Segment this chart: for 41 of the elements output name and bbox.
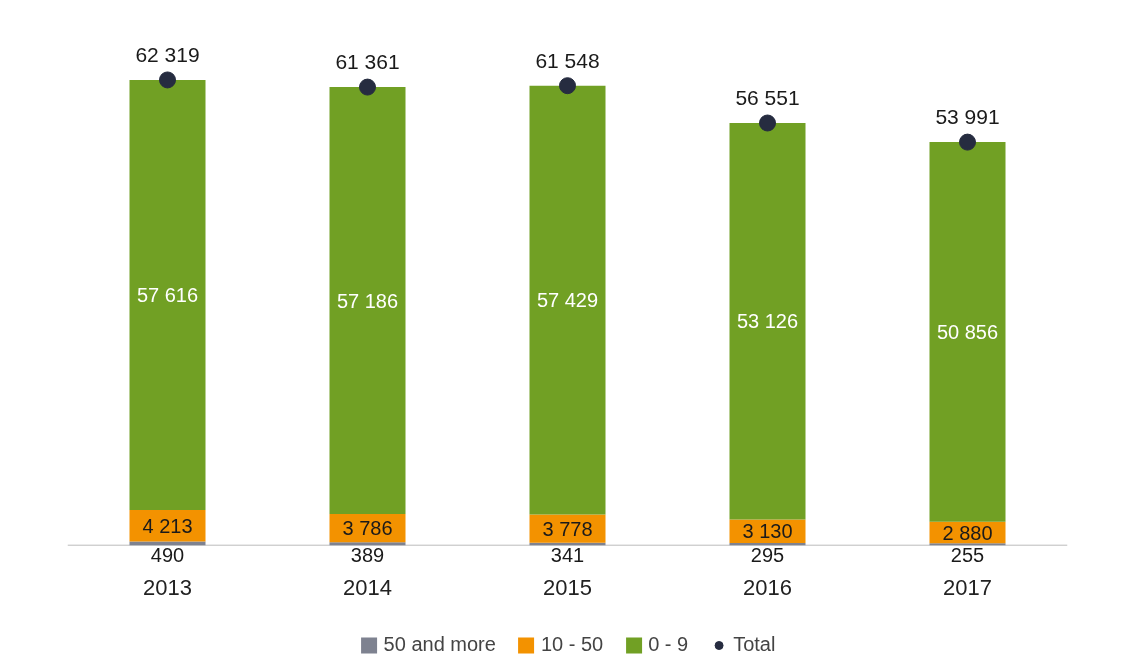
x-tick-label: 2015 [543, 575, 592, 601]
x-tick-label: 2014 [343, 575, 392, 601]
bar [729, 542, 806, 546]
legend-label: 0 - 9 [648, 633, 689, 656]
x-tick-label: 2017 [943, 575, 992, 601]
data-label: 57 429 [536, 289, 599, 312]
point [359, 78, 376, 96]
legend-label: Total [733, 633, 776, 656]
data-label: 62 319 [135, 42, 200, 66]
legend-label: 50 and more [383, 633, 496, 656]
bar [329, 542, 406, 546]
data-label: 3 778 [542, 517, 593, 540]
legend-label: 10 - 50 [540, 633, 604, 656]
data-label: 389 [350, 544, 385, 567]
data-label: 50 856 [936, 320, 999, 343]
bar [529, 85, 606, 515]
x-tick-label: 2016 [743, 575, 792, 601]
point [159, 71, 176, 89]
data-label: 61 548 [535, 48, 600, 72]
bar [129, 79, 206, 511]
data-label: 56 551 [735, 86, 800, 109]
data-label: 2 880 [942, 521, 993, 544]
data-label: 490 [150, 544, 185, 567]
data-label: 61 361 [335, 50, 400, 74]
data-label: 57 616 [136, 284, 199, 307]
data-label: 57 186 [336, 289, 399, 312]
data-label: 3 130 [742, 520, 793, 543]
data-label: 341 [550, 544, 585, 567]
data-label: 53 126 [736, 310, 799, 333]
data-label: 53 991 [935, 105, 1000, 129]
point [759, 114, 776, 132]
data-label: 4 213 [142, 514, 193, 537]
bar [329, 87, 406, 515]
bar [729, 123, 806, 520]
point [959, 133, 976, 151]
data-label: 255 [950, 544, 985, 567]
x-tick-label: 2013 [143, 575, 192, 601]
data-label: 3 786 [342, 517, 393, 540]
data-label: 295 [750, 544, 785, 567]
point [559, 77, 576, 95]
bar [929, 142, 1006, 522]
